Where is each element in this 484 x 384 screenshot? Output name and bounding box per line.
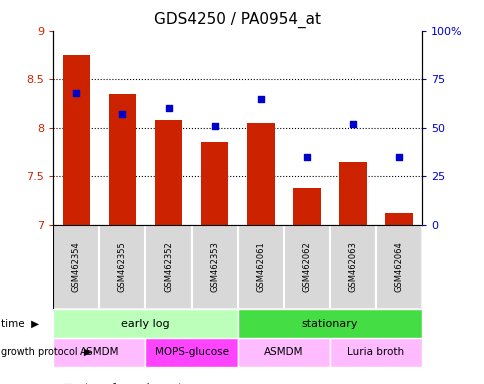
Text: time  ▶: time ▶ bbox=[1, 318, 39, 329]
Bar bbox=[145, 225, 191, 309]
Bar bbox=[237, 309, 421, 338]
Text: early log: early log bbox=[121, 318, 169, 329]
Bar bbox=[62, 55, 90, 225]
Text: GSM462355: GSM462355 bbox=[118, 242, 127, 292]
Bar bbox=[145, 338, 237, 367]
Text: ■: ■ bbox=[63, 383, 74, 384]
Point bbox=[72, 90, 80, 96]
Text: Luria broth: Luria broth bbox=[347, 347, 404, 358]
Bar bbox=[338, 162, 366, 225]
Text: transformed count: transformed count bbox=[85, 383, 182, 384]
Bar bbox=[191, 225, 237, 309]
Text: GSM462061: GSM462061 bbox=[256, 242, 265, 292]
Bar bbox=[200, 142, 228, 225]
Point bbox=[164, 105, 172, 111]
Title: GDS4250 / PA0954_at: GDS4250 / PA0954_at bbox=[154, 12, 320, 28]
Bar bbox=[154, 120, 182, 225]
Point bbox=[210, 122, 218, 129]
Bar bbox=[53, 338, 145, 367]
Bar bbox=[246, 123, 274, 225]
Bar bbox=[283, 225, 329, 309]
Bar bbox=[237, 338, 329, 367]
Text: GSM462062: GSM462062 bbox=[302, 242, 311, 292]
Bar bbox=[108, 94, 136, 225]
Text: ASMDM: ASMDM bbox=[79, 347, 119, 358]
Text: MOPS-glucose: MOPS-glucose bbox=[154, 347, 228, 358]
Bar bbox=[53, 309, 237, 338]
Text: GSM462064: GSM462064 bbox=[393, 242, 403, 292]
Bar bbox=[292, 188, 320, 225]
Bar bbox=[329, 338, 421, 367]
Bar bbox=[53, 225, 99, 309]
Bar bbox=[375, 225, 421, 309]
Point bbox=[118, 111, 126, 117]
Bar bbox=[329, 225, 375, 309]
Text: GSM462354: GSM462354 bbox=[72, 242, 81, 292]
Point bbox=[302, 154, 310, 160]
Point bbox=[256, 96, 264, 102]
Text: GSM462353: GSM462353 bbox=[210, 242, 219, 292]
Point bbox=[394, 154, 402, 160]
Text: stationary: stationary bbox=[301, 318, 357, 329]
Text: ASMDM: ASMDM bbox=[263, 347, 303, 358]
Bar bbox=[99, 225, 145, 309]
Text: growth protocol  ▶: growth protocol ▶ bbox=[1, 347, 91, 358]
Point bbox=[348, 121, 356, 127]
Text: GSM462063: GSM462063 bbox=[348, 242, 357, 292]
Bar bbox=[384, 213, 412, 225]
Text: GSM462352: GSM462352 bbox=[164, 242, 173, 292]
Bar bbox=[237, 225, 283, 309]
